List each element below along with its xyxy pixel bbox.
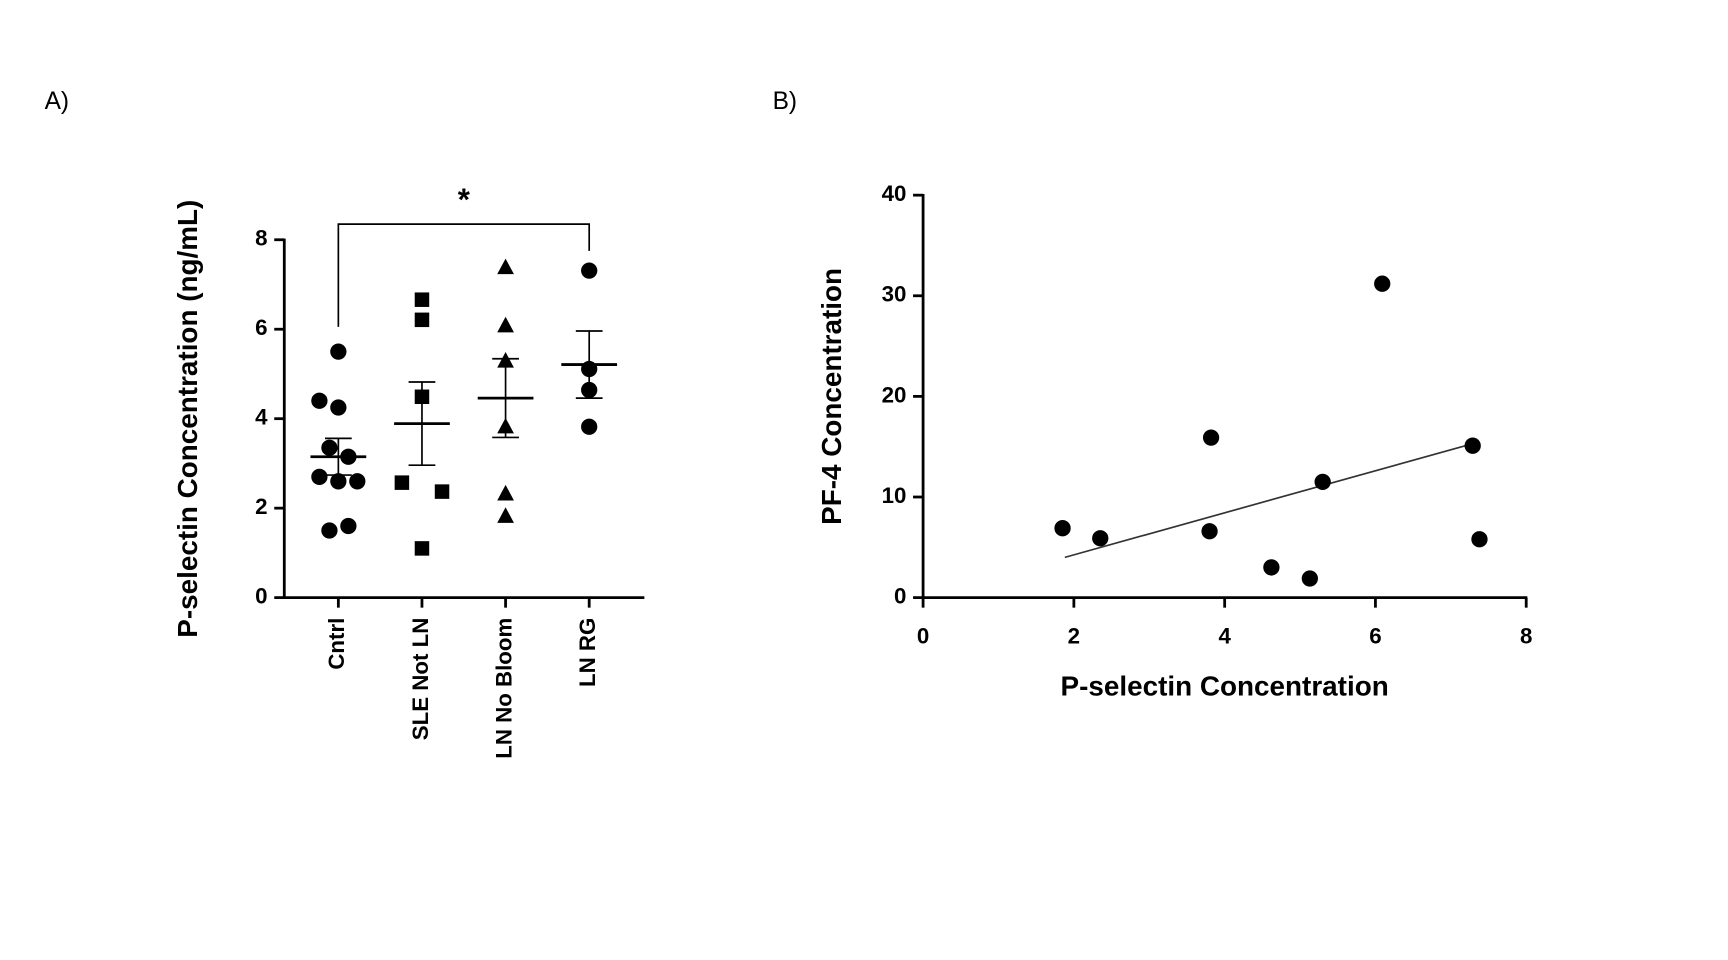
x-tick-label: 6 <box>1369 624 1381 649</box>
y-tick-label: 10 <box>882 483 907 508</box>
x-tick-label: LN No Bloom <box>491 618 516 759</box>
data-point <box>1471 531 1488 548</box>
y-tick-label: 8 <box>255 226 267 251</box>
data-point <box>581 418 598 435</box>
data-point <box>330 399 347 416</box>
data-point <box>1314 473 1331 491</box>
annotation: * <box>458 182 471 217</box>
x-tick-label: 8 <box>1520 624 1532 649</box>
y-axis-title: PF-4 Concentration <box>816 268 847 525</box>
data-point <box>1464 437 1481 454</box>
x-tick-label: LN RG <box>575 618 600 687</box>
y-tick-label: 0 <box>894 584 906 609</box>
data-point <box>1301 570 1318 587</box>
data-point <box>340 517 357 535</box>
y-tick-label: 2 <box>255 494 267 519</box>
data-point <box>581 262 598 279</box>
data-point <box>330 473 347 490</box>
data-point <box>1202 429 1220 446</box>
trend-line <box>1064 442 1473 559</box>
y-tick-label: 30 <box>882 282 907 307</box>
data-point <box>311 468 328 485</box>
data-point <box>1092 530 1109 547</box>
x-axis-title: P-selectin Concentration <box>1061 670 1389 701</box>
data-point <box>414 312 430 328</box>
data-point <box>349 473 366 490</box>
x-tick-label: 4 <box>1218 624 1231 649</box>
data-point <box>321 439 338 456</box>
data-point <box>434 484 450 499</box>
x-tick-label: 0 <box>917 624 929 649</box>
data-point <box>1374 275 1391 292</box>
y-tick-label: 4 <box>255 405 268 430</box>
data-point <box>330 343 347 360</box>
error-bar <box>408 381 436 467</box>
y-tick-label: 6 <box>255 315 267 340</box>
y-tick-label: 0 <box>255 584 267 609</box>
data-point <box>1201 523 1218 540</box>
data-point <box>1263 559 1280 576</box>
x-tick-label: Cntrl <box>324 618 349 670</box>
data-point <box>1054 520 1071 537</box>
data-point <box>414 541 430 556</box>
panel-label: B) <box>773 88 798 115</box>
data-point <box>497 258 514 275</box>
significance-bracket <box>337 223 591 327</box>
y-tick-label: 20 <box>882 382 907 407</box>
panel-label: A) <box>45 88 70 115</box>
data-point <box>414 292 430 307</box>
data-point <box>497 507 514 523</box>
data-point <box>394 475 410 490</box>
error-bar <box>575 330 603 399</box>
data-point <box>311 392 328 409</box>
data-point <box>321 522 338 539</box>
y-axis-title: P-selectin Concentration (ng/mL) <box>172 200 203 638</box>
x-tick-label: SLE Not LN <box>408 618 433 741</box>
y-tick-label: 40 <box>882 181 907 206</box>
error-bar <box>492 357 519 439</box>
data-point <box>497 484 514 501</box>
x-tick-label: 2 <box>1068 624 1080 649</box>
data-point <box>497 316 514 333</box>
error-bar <box>324 437 352 476</box>
